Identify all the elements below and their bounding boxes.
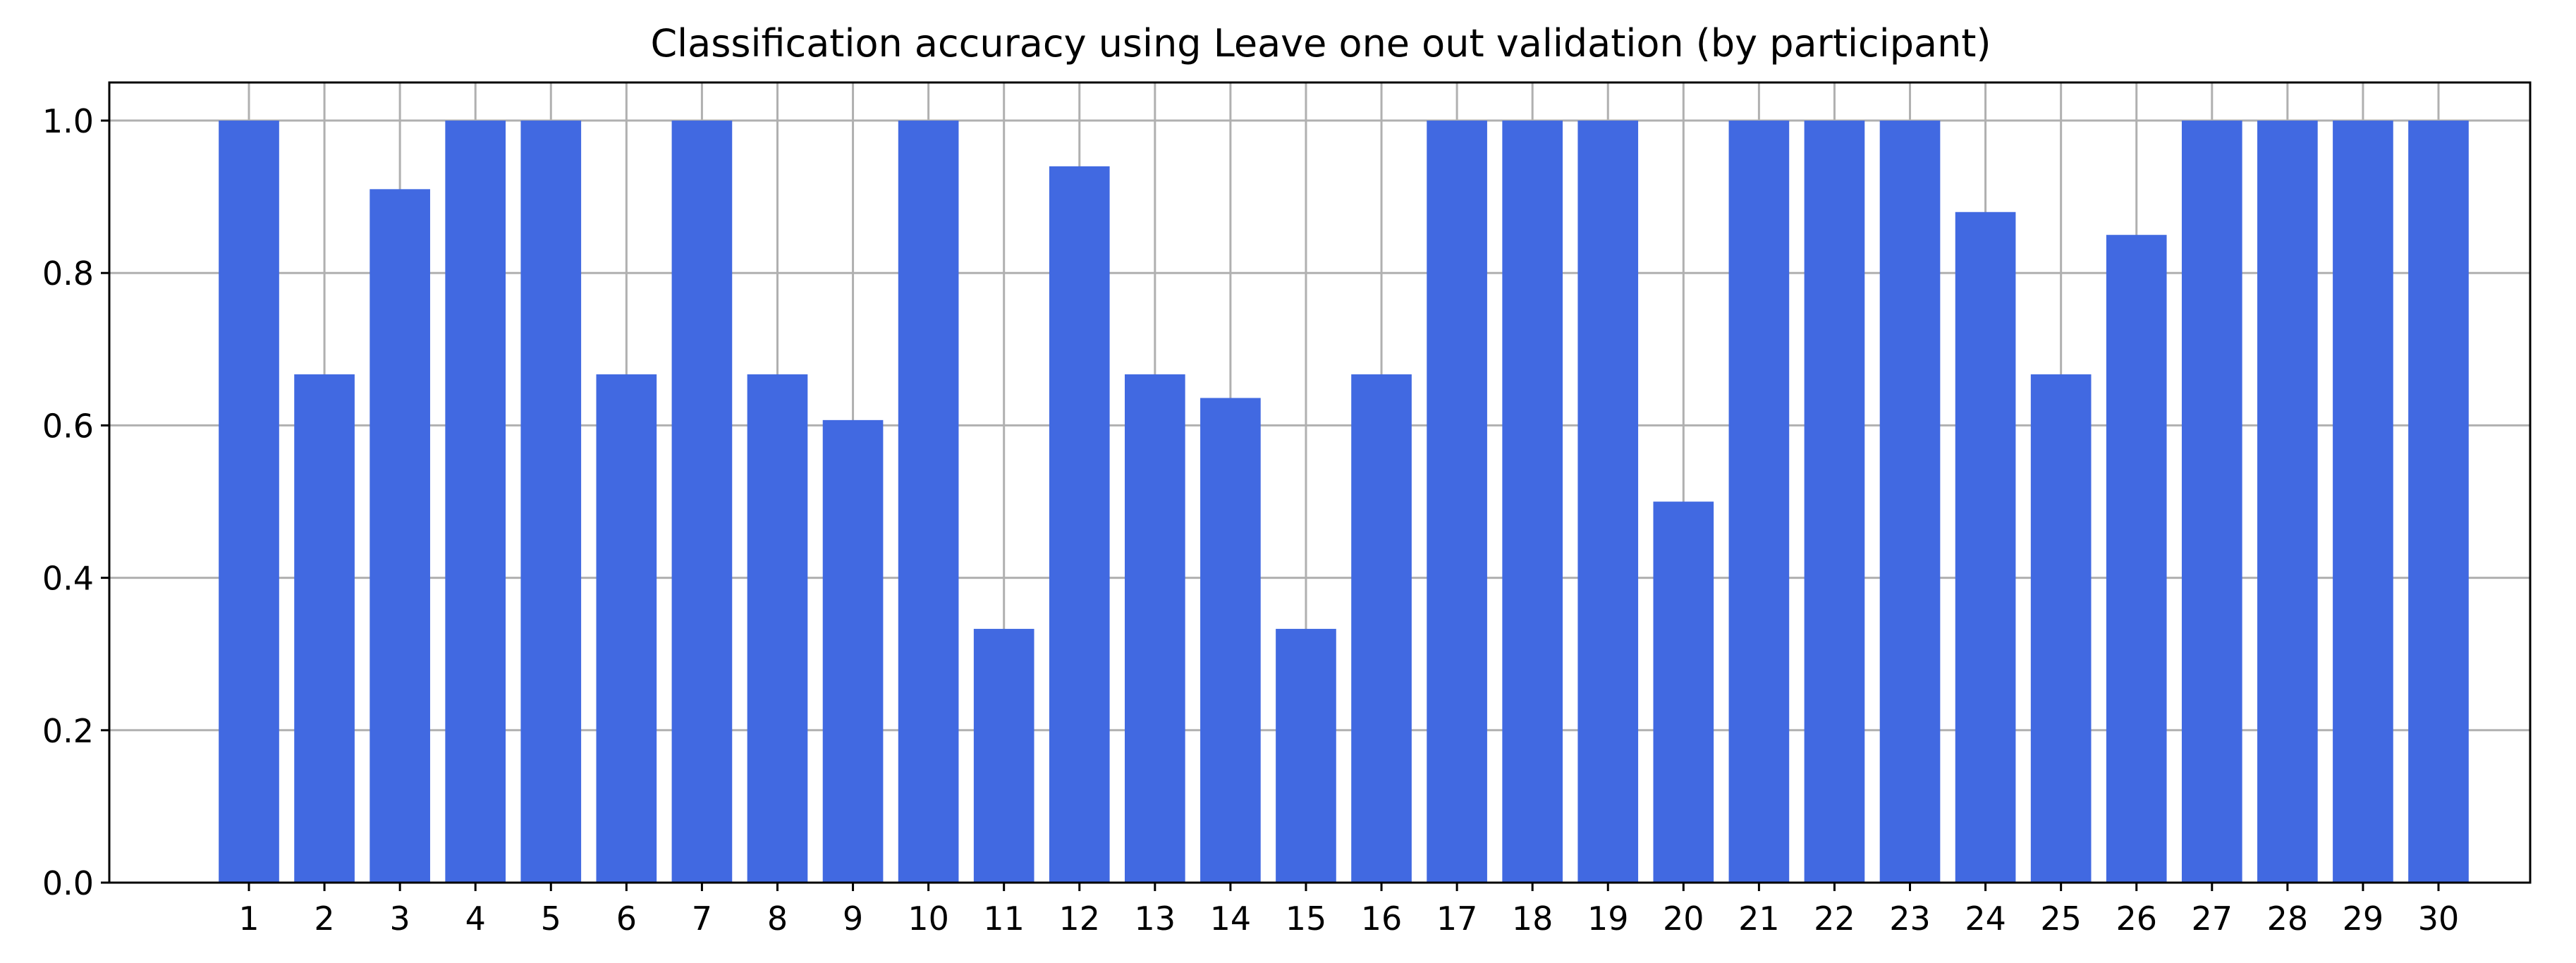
bar-20: [1653, 501, 1714, 883]
bar-26: [2106, 235, 2167, 883]
bar-6: [596, 374, 657, 883]
x-tick-label: 28: [2267, 900, 2309, 938]
bar-30: [2408, 121, 2469, 883]
bar-21: [1728, 121, 1790, 883]
x-tick-label: 13: [1135, 900, 1176, 938]
x-tick-label: 27: [2192, 900, 2233, 938]
y-axis-ticks: 0.0 0.2 0.4 0.6 0.8 1.0: [42, 102, 109, 902]
x-tick-label: 17: [1436, 900, 1478, 938]
x-tick-label: 4: [465, 900, 486, 938]
y-tick-label: 0.4: [42, 560, 94, 598]
chart-title: Classification accuracy using Leave one …: [650, 21, 1991, 66]
bar-16: [1351, 374, 1412, 883]
bar-1: [219, 121, 279, 883]
bar-7: [671, 121, 733, 883]
y-tick-label: 0.8: [42, 254, 94, 293]
x-tick-label: 16: [1361, 900, 1403, 938]
bar-23: [1879, 121, 1941, 883]
x-tick-label: 5: [541, 900, 561, 938]
x-tick-label: 8: [767, 900, 788, 938]
bar-9: [822, 419, 884, 883]
x-tick-label: 19: [1587, 900, 1629, 938]
bar-10: [898, 121, 959, 883]
bar-17: [1427, 121, 1487, 883]
x-tick-label: 29: [2343, 900, 2384, 938]
bar-11: [973, 629, 1034, 883]
bar-19: [1577, 121, 1639, 883]
bar-12: [1049, 166, 1110, 883]
x-tick-label: 3: [389, 900, 410, 938]
x-tick-label: 1: [238, 900, 259, 938]
x-tick-label: 11: [983, 900, 1025, 938]
bar-8: [747, 374, 808, 883]
x-tick-label: 15: [1286, 900, 1327, 938]
bar-5: [520, 121, 582, 883]
bar-18: [1502, 121, 1563, 883]
x-tick-label: 10: [908, 900, 949, 938]
bars: [219, 121, 2469, 883]
x-tick-label: 6: [616, 900, 637, 938]
bar-22: [1804, 121, 1865, 883]
x-tick-label: 23: [1889, 900, 1931, 938]
bar-27: [2181, 121, 2242, 883]
x-axis-ticks: 1 2 3 4 5 6 7 8 9 10 11 12 13 14 15 16 17 18 19 20 21 22 23 24 2…: [238, 883, 2459, 938]
bar-14: [1200, 398, 1261, 883]
x-tick-label: 18: [1512, 900, 1553, 938]
bar-28: [2257, 121, 2318, 883]
x-tick-label: 14: [1210, 900, 1252, 938]
y-tick-label: 0.0: [42, 864, 94, 902]
bar-25: [2030, 374, 2092, 883]
y-tick-label: 0.2: [42, 712, 94, 750]
y-tick-label: 0.6: [42, 407, 94, 445]
plot-frame: [108, 81, 2532, 884]
y-tick-label: 1.0: [42, 102, 94, 140]
bar-29: [2333, 121, 2393, 883]
x-tick-label: 9: [843, 900, 863, 938]
x-tick-label: 30: [2418, 900, 2460, 938]
bar-13: [1125, 374, 1185, 883]
bar-15: [1276, 629, 1336, 883]
x-tick-label: 26: [2116, 900, 2157, 938]
x-tick-label: 21: [1738, 900, 1780, 938]
bar-24: [1955, 211, 2016, 883]
bar-3: [370, 189, 430, 883]
x-tick-label: 25: [2040, 900, 2082, 938]
bar-4: [445, 121, 506, 883]
x-tick-label: 12: [1058, 900, 1100, 938]
x-tick-label: 22: [1814, 900, 1855, 938]
x-tick-label: 7: [692, 900, 712, 938]
x-tick-label: 2: [314, 900, 334, 938]
x-tick-label: 20: [1663, 900, 1704, 938]
bar-2: [294, 374, 355, 883]
x-tick-label: 24: [1965, 900, 2006, 938]
